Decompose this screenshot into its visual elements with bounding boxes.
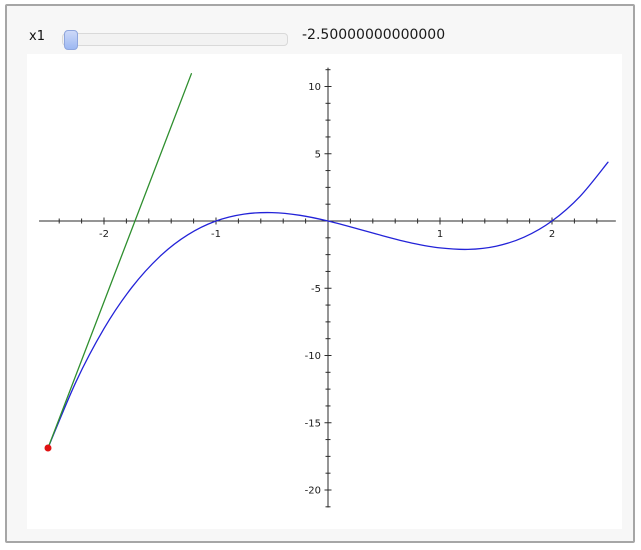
slider-label: x1	[29, 29, 45, 44]
y-tick-label: -10	[305, 351, 321, 362]
tangent-line	[47, 73, 193, 449]
widget-frame: x1 -2.50000000000000 -2 -1 1 2 10 5 -5 -10 -15 -2…	[5, 4, 635, 543]
tick-labels: -2 -1 1 2 10 5 -5 -10 -15 -20	[99, 82, 555, 497]
x-tick-label: -1	[211, 229, 221, 240]
y-tick-label: -15	[305, 418, 321, 429]
axes	[39, 67, 616, 508]
y-tick-label: 5	[315, 149, 321, 160]
x-tick-label: 2	[549, 229, 555, 240]
y-tick-label: 10	[308, 82, 321, 93]
plot-area: -2 -1 1 2 10 5 -5 -10 -15 -20	[27, 54, 622, 529]
x-tick-label: -2	[99, 229, 109, 240]
y-tick-label: -20	[305, 486, 321, 497]
function-curve	[47, 161, 609, 449]
slider-value: -2.50000000000000	[302, 27, 446, 43]
y-tick-label: -5	[311, 284, 321, 295]
tangent-point	[44, 444, 52, 452]
x-tick-label: 1	[437, 229, 443, 240]
x1-slider-handle[interactable]	[64, 30, 78, 50]
plot-canvas: -2 -1 1 2 10 5 -5 -10 -15 -20	[39, 67, 616, 508]
x1-slider[interactable]	[62, 30, 288, 50]
